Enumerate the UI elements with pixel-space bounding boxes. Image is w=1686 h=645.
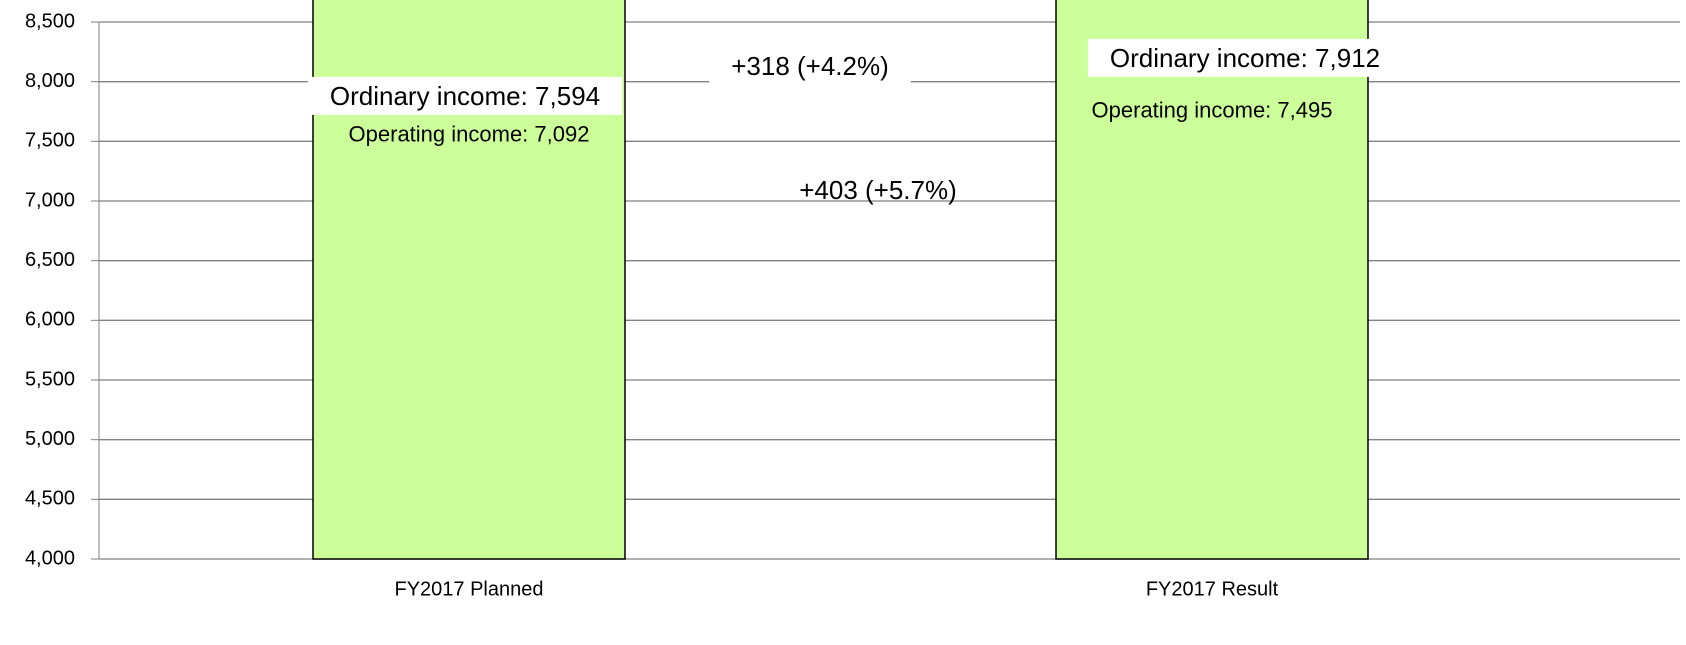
y-tick-label: 4,500 [25,488,75,510]
annotation-text: +318 (+4.2%) [731,51,889,81]
y-tick-label: 4,000 [25,547,75,569]
annotation-text: Ordinary income: 7,594 [330,81,600,111]
annotation-text: Ordinary income: 7,912 [1110,43,1380,73]
annotation: +403 (+5.7%) [799,175,957,205]
y-tick-label: 6,500 [25,249,75,271]
y-tick-label: 7,000 [25,189,75,211]
y-tick-label: 8,500 [25,10,75,32]
annotation: +318 (+4.2%) [709,46,911,85]
annotation-bg [307,76,623,115]
x-tick-label: FY2017 Result [1146,578,1279,600]
annotation: Ordinary income: 7,912 [1087,38,1403,77]
y-tick-label: 6,000 [25,309,75,331]
annotation-text: +403 (+5.7%) [799,175,957,205]
y-tick-label: 5,000 [25,428,75,450]
annotation-bg [1087,38,1403,77]
data-label: Operating income: 7,092 [349,122,590,147]
annotation-bg [709,46,911,85]
data-label: Operating income: 7,495 [1092,98,1333,123]
bar-segment [1055,0,1369,560]
y-tick-label: 8,000 [25,70,75,92]
x-tick-label: FY2017 Planned [394,578,543,600]
y-tick-label: 5,500 [25,368,75,390]
y-tick-label: 7,500 [25,130,75,152]
annotation: Ordinary income: 7,594 [307,76,623,115]
